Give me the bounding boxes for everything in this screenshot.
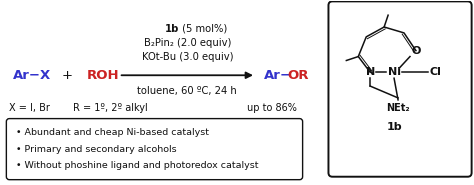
Text: Ar: Ar (264, 69, 281, 82)
Text: 1b: 1b (386, 122, 402, 132)
Text: • Primary and secondary alcohols: • Primary and secondary alcohols (16, 145, 177, 154)
Text: +: + (62, 69, 73, 82)
Text: O: O (411, 46, 420, 56)
Text: 1b: 1b (165, 24, 179, 34)
FancyBboxPatch shape (328, 1, 472, 177)
Text: • Abundant and cheap Ni-based catalyst: • Abundant and cheap Ni-based catalyst (16, 128, 210, 137)
Text: −: − (280, 69, 291, 82)
Text: toluene, 60 ºC, 24 h: toluene, 60 ºC, 24 h (137, 86, 237, 96)
Text: B₂Pin₂ (2.0 equiv): B₂Pin₂ (2.0 equiv) (144, 38, 231, 48)
Text: (5 mol%): (5 mol%) (179, 24, 228, 34)
Text: R = 1º, 2º alkyl: R = 1º, 2º alkyl (73, 103, 148, 113)
Text: up to 86%: up to 86% (247, 103, 297, 113)
Text: X = I, Br: X = I, Br (9, 103, 50, 113)
Text: NEt₂: NEt₂ (386, 103, 410, 113)
Text: ROH: ROH (87, 69, 119, 82)
Text: OR: OR (288, 69, 309, 82)
Text: N: N (365, 67, 375, 77)
Text: Ni: Ni (388, 67, 401, 77)
Text: • Without phoshine ligand and photoredox catalyst: • Without phoshine ligand and photoredox… (16, 161, 259, 170)
Text: KOt-Bu (3.0 equiv): KOt-Bu (3.0 equiv) (142, 52, 233, 62)
Text: Cl: Cl (430, 67, 442, 77)
FancyBboxPatch shape (6, 119, 302, 180)
Text: Ar−X: Ar−X (13, 69, 52, 82)
